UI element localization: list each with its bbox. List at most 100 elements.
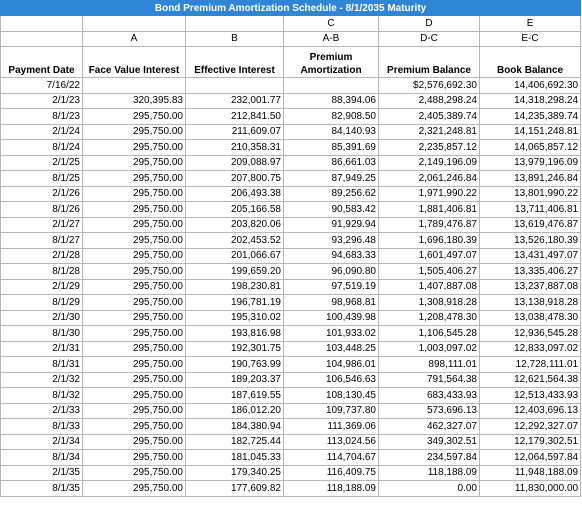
table-cell[interactable]: 190,763.99 (185, 356, 284, 373)
formula-cell[interactable]: A (82, 30, 186, 47)
table-cell[interactable]: 118,188.09 (283, 480, 379, 497)
table-cell[interactable]: 295,750.00 (82, 402, 186, 419)
table-cell[interactable]: 295,750.00 (82, 340, 186, 357)
table-cell[interactable]: 193,816.98 (185, 325, 284, 342)
formula-cell[interactable] (82, 15, 186, 32)
table-cell[interactable]: 209,088.97 (185, 154, 284, 171)
table-cell[interactable]: 295,750.00 (82, 464, 186, 481)
table-cell[interactable]: 8/1/26 (0, 201, 83, 218)
table-cell[interactable]: 211,609.07 (185, 123, 284, 140)
table-cell[interactable]: 1,208,478.30 (378, 309, 480, 326)
table-cell[interactable]: 202,453.52 (185, 232, 284, 249)
table-cell[interactable]: 683,433.93 (378, 387, 480, 404)
table-cell[interactable]: 13,038,478.30 (478, 309, 582, 326)
table-cell[interactable]: 90,583.42 (283, 201, 379, 218)
table-cell[interactable]: 187,619.55 (185, 387, 284, 404)
table-cell[interactable]: 12,621,564.38 (478, 371, 582, 388)
table-cell[interactable]: 96,090.80 (283, 263, 379, 280)
table-cell[interactable]: 295,750.00 (82, 170, 186, 187)
table-cell[interactable]: 791,564.38 (378, 371, 480, 388)
table-cell[interactable]: 2,235,857.12 (378, 139, 480, 156)
table-cell[interactable]: 1,971,990.22 (378, 185, 480, 202)
table-cell[interactable]: 88,394.06 (283, 92, 379, 109)
table-cell[interactable]: 8/1/27 (0, 232, 83, 249)
table-cell[interactable]: 12,833,097.02 (478, 340, 582, 357)
table-cell[interactable]: 8/1/32 (0, 387, 83, 404)
table-cell[interactable]: 205,166.58 (185, 201, 284, 218)
table-cell[interactable]: 113,024.56 (283, 433, 379, 450)
table-cell[interactable]: 184,380.94 (185, 418, 284, 435)
table-cell[interactable]: 199,659.20 (185, 263, 284, 280)
table-cell[interactable]: 13,431,497.07 (478, 247, 582, 264)
table-cell[interactable]: 11,948,188.09 (478, 464, 582, 481)
table-cell[interactable]: 462,327.07 (378, 418, 480, 435)
table-cell[interactable]: 13,801,990.22 (478, 185, 582, 202)
table-cell[interactable]: 8/1/28 (0, 263, 83, 280)
table-cell[interactable]: 179,340.25 (185, 464, 284, 481)
table-cell[interactable]: 2,321,248.81 (378, 123, 480, 140)
table-cell[interactable]: 13,619,476.87 (478, 216, 582, 233)
table-cell[interactable]: 295,750.00 (82, 232, 186, 249)
table-cell[interactable]: 206,493.38 (185, 185, 284, 202)
table-cell[interactable]: 8/1/24 (0, 139, 83, 156)
table-cell[interactable]: 295,750.00 (82, 387, 186, 404)
table-cell[interactable]: $2,576,692.30 (378, 77, 480, 94)
table-cell[interactable]: 104,986.01 (283, 356, 379, 373)
table-cell[interactable]: 2/1/25 (0, 154, 83, 171)
table-cell[interactable]: 13,891,246.84 (478, 170, 582, 187)
table-cell[interactable]: 2/1/30 (0, 309, 83, 326)
table-cell[interactable]: 2/1/23 (0, 92, 83, 109)
table-cell[interactable]: 12,728,111.01 (478, 356, 582, 373)
table-cell[interactable]: 295,750.00 (82, 278, 186, 295)
table-cell[interactable] (185, 77, 284, 94)
table-cell[interactable]: 13,711,406.81 (478, 201, 582, 218)
header-book-balance[interactable]: Book Balance (478, 46, 582, 78)
table-cell[interactable]: 13,138,918.28 (478, 294, 582, 311)
table-cell[interactable]: 2/1/28 (0, 247, 83, 264)
table-cell[interactable]: 2/1/26 (0, 185, 83, 202)
table-cell[interactable]: 13,237,887.08 (478, 278, 582, 295)
table-cell[interactable]: 1,308,918.28 (378, 294, 480, 311)
table-cell[interactable]: 196,781.19 (185, 294, 284, 311)
table-cell[interactable]: 232,001.77 (185, 92, 284, 109)
table-cell[interactable]: 106,546.63 (283, 371, 379, 388)
table-cell[interactable]: 2,405,389.74 (378, 108, 480, 125)
table-cell[interactable]: 212,841.50 (185, 108, 284, 125)
table-cell[interactable]: 2,488,298.24 (378, 92, 480, 109)
table-cell[interactable]: 12,064,597.84 (478, 449, 582, 466)
table-cell[interactable]: 2/1/27 (0, 216, 83, 233)
table-cell[interactable]: 177,609.82 (185, 480, 284, 497)
formula-cell[interactable] (0, 30, 83, 47)
table-cell[interactable]: 13,979,196.09 (478, 154, 582, 171)
table-cell[interactable]: 295,750.00 (82, 294, 186, 311)
header-premium-balance[interactable]: Premium Balance (378, 46, 480, 78)
table-cell[interactable]: 111,369.06 (283, 418, 379, 435)
formula-cell[interactable]: B (185, 30, 284, 47)
formula-cell[interactable]: A-B (283, 30, 379, 47)
table-cell[interactable]: 2/1/33 (0, 402, 83, 419)
table-cell[interactable]: 198,230.81 (185, 278, 284, 295)
table-cell[interactable]: 8/1/25 (0, 170, 83, 187)
table-cell[interactable]: 186,012.20 (185, 402, 284, 419)
table-cell[interactable]: 320,395.83 (82, 92, 186, 109)
table-cell[interactable]: 295,750.00 (82, 154, 186, 171)
table-cell[interactable]: 84,140.93 (283, 123, 379, 140)
table-cell[interactable]: 1,003,097.02 (378, 340, 480, 357)
table-cell[interactable]: 114,704.67 (283, 449, 379, 466)
table-cell[interactable]: 85,391.69 (283, 139, 379, 156)
header-payment-date[interactable]: Payment Date (0, 46, 83, 78)
table-cell[interactable]: 98,968.81 (283, 294, 379, 311)
table-cell[interactable]: 295,750.00 (82, 309, 186, 326)
table-cell[interactable]: 101,933.02 (283, 325, 379, 342)
table-cell[interactable]: 2/1/32 (0, 371, 83, 388)
formula-cell[interactable]: E (478, 15, 582, 32)
table-cell[interactable] (283, 77, 379, 94)
formula-cell[interactable]: D (378, 15, 480, 32)
table-cell[interactable]: 12,513,433.93 (478, 387, 582, 404)
table-cell[interactable]: 1,696,180.39 (378, 232, 480, 249)
table-cell[interactable]: 14,151,248.81 (478, 123, 582, 140)
table-cell[interactable]: 2/1/24 (0, 123, 83, 140)
table-cell[interactable]: 14,406,692.30 (478, 77, 582, 94)
table-cell[interactable]: 12,292,327.07 (478, 418, 582, 435)
table-cell[interactable]: 0.00 (378, 480, 480, 497)
